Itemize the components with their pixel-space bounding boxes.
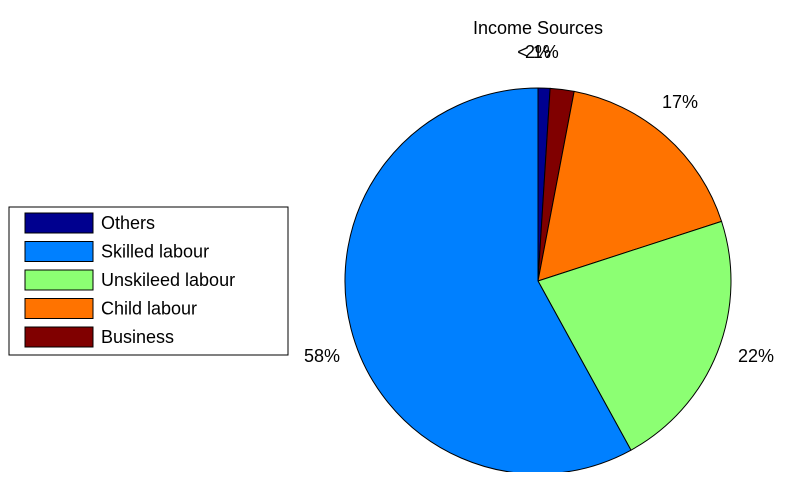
slice-labels: < 1%2% 17% 22% 58%: [304, 42, 774, 366]
legend-label-business: Business: [101, 327, 174, 347]
pie-slice-unskileed-labour: [537, 220, 732, 451]
pie-label-business: 2%: [525, 42, 551, 62]
legend-swatch-others: [24, 212, 94, 234]
pie-label-others: < 1%: [517, 42, 559, 62]
legend-label-skilled-labour: Skilled labour: [101, 242, 209, 262]
pie-label-child-labour: 17%: [662, 92, 698, 112]
legend-swatch-child-labour: [24, 298, 94, 319]
legend-swatch-skilled-labour: [24, 241, 94, 262]
legend-label-child-labour: Child labour: [101, 299, 197, 319]
pie-slice-child-labour: [537, 90, 723, 282]
legend-label-others: Others: [101, 213, 155, 233]
pie-slices: [344, 87, 732, 475]
chart-title: Income Sources: [473, 18, 603, 38]
legend-label-unskileed-labour: Unskileed labour: [101, 270, 235, 290]
pie-label-unskileed-labour: 22%: [738, 346, 774, 366]
legend-swatch-business: [24, 326, 94, 348]
legend: Others Skilled labour Unskileed labour Chil…: [8, 206, 289, 356]
legend-swatch-unskileed-labour: [24, 269, 94, 291]
pie-label-skilled-labour: 58%: [304, 346, 340, 366]
